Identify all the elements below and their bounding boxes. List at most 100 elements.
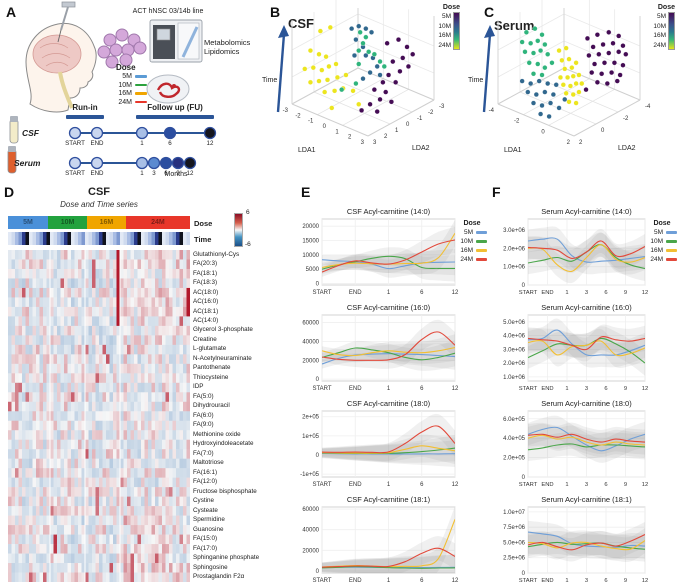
y-axis-tick: 3.0e+06 xyxy=(503,228,526,234)
y-axis-tick: 7.5e+06 xyxy=(503,525,526,531)
scatter-point xyxy=(601,60,608,66)
confidence-band xyxy=(322,434,455,464)
x-axis-tick: END xyxy=(541,386,553,392)
confidence-band xyxy=(528,328,645,368)
lda1-axis-label: LDA1 xyxy=(298,147,316,154)
csf-tube-icon xyxy=(9,116,19,144)
x-axis-tick: 3 xyxy=(585,290,588,296)
x-axis-tick: 12 xyxy=(642,482,648,488)
dose-swatch xyxy=(135,75,147,78)
row-label: Glycerol 3-phosphate xyxy=(193,326,253,334)
dose-series-line-5M xyxy=(528,237,645,263)
dose-series-line-10M xyxy=(528,443,645,451)
scatter-point xyxy=(563,45,569,51)
row-label: Guanosine xyxy=(193,525,224,533)
dose-legend-title: Dose xyxy=(657,4,675,11)
dose-legend-title: Dose xyxy=(442,4,460,11)
scatter-point xyxy=(377,96,383,103)
scatter-point xyxy=(562,96,568,103)
heatmap-canvas xyxy=(8,250,190,582)
y-axis-tick: 5000 xyxy=(306,267,320,273)
panel-f: F Serum Acyl-carnitine (14:0) 0 1.0e+06 2.0… xyxy=(490,180,677,587)
dose-legend-label: 24M xyxy=(653,41,666,49)
dose-bar-label: Dose xyxy=(194,219,213,228)
x-axis-tick: 1 xyxy=(387,578,391,584)
confidence-band xyxy=(322,226,455,277)
x-axis-tick: START xyxy=(312,290,331,296)
timeline-circle xyxy=(171,156,185,170)
confidence-band xyxy=(322,413,455,462)
timeline-label: END xyxy=(90,170,104,177)
x-axis-tick: START xyxy=(519,482,538,488)
dose-legend-body: 5M 10M 16M 24M xyxy=(653,12,675,50)
serum-line-chart-18-1: Serum Acyl-carnitine (18:1) 0 2.5e+06 5.0e+… xyxy=(490,493,677,587)
y-axis-tick: 2.0e+06 xyxy=(503,246,526,252)
scatter-point xyxy=(569,65,575,71)
scatter-point xyxy=(604,80,610,87)
x-axis-tick: 9 xyxy=(624,482,627,488)
timeline-label: 9 xyxy=(176,170,180,177)
dose-line-legend-label: 5M xyxy=(653,229,663,236)
scatter-point xyxy=(594,79,601,85)
lda2-axis-label: LDA2 xyxy=(412,145,430,152)
scatter-point xyxy=(353,36,359,43)
scatter-point xyxy=(324,77,331,83)
dose-series-line-5M xyxy=(322,353,455,365)
dose-swatch xyxy=(135,92,147,95)
dose-line-legend-label: 5M xyxy=(463,229,473,236)
scatter-point xyxy=(539,102,545,109)
timeline-label: END xyxy=(90,140,104,147)
dose-bar-segment: 5M xyxy=(8,216,49,229)
row-label: AC(18:0) xyxy=(193,288,219,296)
scatter-point xyxy=(536,78,542,84)
y-axis-tick: 4.0e+05 xyxy=(503,436,526,442)
x-axis-tick: 12 xyxy=(452,386,459,392)
x-axis-tick: START xyxy=(312,578,331,584)
timeline-circle xyxy=(90,126,104,140)
scatter-point xyxy=(339,86,345,93)
chart-title: CSF Acyl-carnitine (18:1) xyxy=(347,495,431,504)
cell-line-label: ACT hNSC 03/14b line xyxy=(132,8,204,15)
scatter-point xyxy=(586,52,592,59)
phase-bar xyxy=(66,115,104,119)
scatter-point xyxy=(322,89,328,95)
dose-line-swatch xyxy=(476,258,487,261)
y-axis-tick: 3.0e+06 xyxy=(503,347,526,353)
y-axis-tick: 4.0e+06 xyxy=(503,334,526,340)
dose-series-line-16M xyxy=(528,540,645,551)
x-axis-tick: END xyxy=(541,578,553,584)
scatter-point xyxy=(357,29,363,35)
row-label: Creatine xyxy=(193,335,217,343)
y-axis-tick: 2.0e+06 xyxy=(503,361,526,367)
months-label: Months xyxy=(164,171,188,178)
row-label: FA(12:0) xyxy=(193,478,218,486)
csf-lda-plot: Time -3 -2 -1 0 1 2 3 -3 -2 -1 0 1 2 3 LDA1 LDA2 xyxy=(262,0,445,154)
row-label: Maltotriose xyxy=(193,459,224,467)
dose-series-line-5M xyxy=(322,259,455,270)
scatter-point xyxy=(519,39,525,45)
axis-tick: 2 xyxy=(348,135,352,141)
scatter-point xyxy=(545,80,551,87)
scatter-point xyxy=(620,62,626,68)
scatter-point xyxy=(522,49,528,55)
scatter-point xyxy=(343,72,349,78)
scatter-point xyxy=(310,65,316,71)
dose-line-legend-item: 24M xyxy=(457,255,487,264)
dose-legend-label: 5M xyxy=(441,13,451,20)
dose-line-legend: Dose 5M 10M 16M 24M xyxy=(457,220,487,264)
scatter-point xyxy=(519,78,525,84)
viridis-gradient-strip xyxy=(453,12,460,50)
panel-label: F xyxy=(492,184,501,200)
x-axis-tick: START xyxy=(312,482,331,488)
confidence-band xyxy=(528,324,645,362)
scatter-point xyxy=(358,107,365,114)
dose-series-line-24M xyxy=(528,433,645,443)
scatter-point xyxy=(528,40,534,46)
dose-colorbar-legend: Dose 5M 10M 16M 24M xyxy=(653,4,675,50)
dose-legend-label: 16M xyxy=(438,32,451,39)
scatter-point xyxy=(562,66,568,72)
dose-series-line-16M xyxy=(528,244,645,273)
y-axis-tick: 0 xyxy=(316,453,320,459)
y-axis-tick: 5.0e+06 xyxy=(503,540,526,546)
x-axis-tick: 6 xyxy=(420,482,424,488)
